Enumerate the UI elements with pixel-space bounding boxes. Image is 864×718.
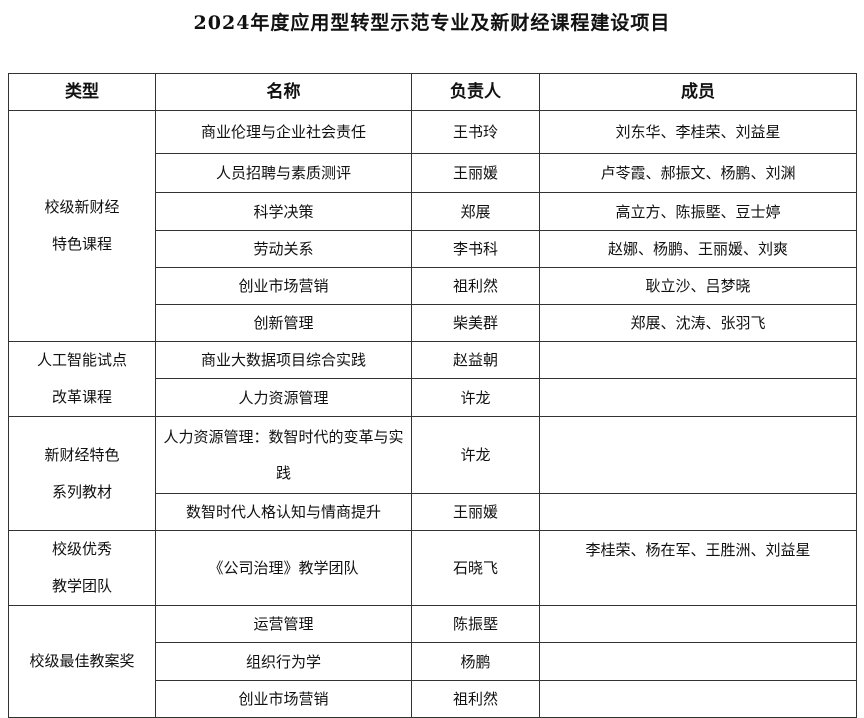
type-label: 人工智能试点: [36, 351, 127, 369]
table-row: 创新管理 柴美群 郑展、沈涛、张羽飞: [9, 304, 857, 342]
type-label: 新财经特色: [44, 445, 120, 464]
type-label: 系列教材: [51, 482, 112, 501]
lead-cell: 石晓飞: [411, 530, 540, 606]
name-cell: 创业市场营销: [155, 267, 412, 305]
members-cell: 卢苓霞、郝振文、杨鹏、刘渊: [539, 153, 857, 193]
header-type: 类型: [8, 73, 156, 111]
name-cell: 《公司治理》教学团队: [155, 530, 412, 606]
header-members: 成员: [539, 73, 857, 111]
name-cell: 劳动关系: [155, 230, 412, 268]
table-row: 劳动关系 李书科 赵娜、杨鹏、王丽媛、刘爽: [9, 230, 857, 268]
members-cell: 李桂荣、杨在军、王胜洲、刘益星: [539, 530, 857, 606]
name-cell: 商业大数据项目综合实践: [155, 341, 412, 379]
members-cell: [539, 642, 857, 681]
name-cell: 创新管理: [155, 304, 412, 342]
lead-cell: 赵益朝: [411, 341, 540, 379]
type-label: 改革课程: [51, 388, 112, 406]
type-cell: 校级最佳教案奖: [8, 605, 156, 718]
name-cell: 运营管理: [155, 605, 412, 643]
members-cell: [539, 416, 857, 494]
projects-table: 类型 名称 负责人 成员 校级新财经 特色课程 商业伦理与企业社会责任 王书玲 刘东华、…: [8, 73, 857, 718]
members-cell: [539, 680, 857, 718]
header-row: 类型 名称 负责人 成员: [8, 73, 857, 111]
lead-cell: 郑展: [411, 192, 540, 231]
type-label: 特色课程: [51, 235, 112, 253]
header-name: 名称: [155, 73, 412, 111]
table-row: 校级优秀 教学团队 《公司治理》教学团队 石晓飞 李桂荣、杨在军、王胜洲、刘益星: [8, 530, 857, 606]
type-cell: 校级优秀 教学团队: [8, 530, 156, 606]
table-row: 人力资源管理 许龙: [9, 378, 857, 417]
name-cell: 人力资源管理：数智时代的变革与实践: [155, 416, 412, 494]
table-row: 校级最佳教案奖 运营管理 陈振塈: [8, 605, 857, 718]
type-label: 校级优秀: [51, 540, 112, 558]
lead-cell: 王丽媛: [411, 493, 540, 531]
name-cell: 数智时代人格认知与情商提升: [155, 493, 412, 531]
name-cell: 科学决策: [155, 192, 412, 231]
members-cell: [539, 605, 857, 643]
lead-cell: 祖利然: [411, 680, 540, 718]
lead-cell: 柴美群: [411, 304, 540, 342]
page-title: 2024年度应用型转型示范专业及新财经课程建设项目: [193, 12, 671, 34]
lead-cell: 李书科: [411, 230, 540, 268]
name-cell: 创业市场营销: [155, 680, 412, 718]
type-cell: 校级新财经 特色课程: [8, 110, 156, 342]
type-cell: 人工智能试点 改革课程: [8, 341, 156, 417]
members-cell: 高立方、陈振塈、豆士婷: [539, 192, 857, 231]
type-label: 校级新财经: [44, 198, 120, 216]
members-cell: 刘东华、李桂荣、刘益星: [539, 110, 857, 154]
table-row: 创业市场营销 祖利然: [9, 680, 857, 718]
name-cell: 人力资源管理: [155, 378, 412, 417]
lead-cell: 杨鹏: [411, 642, 540, 681]
name-cell: 商业伦理与企业社会责任: [155, 110, 412, 154]
header-lead: 负责人: [411, 73, 540, 111]
table-row: 校级新财经 特色课程 商业伦理与企业社会责任 王书玲 刘东华、李桂荣、刘益星: [8, 110, 857, 342]
name-cell: 组织行为学: [155, 642, 412, 681]
members-cell: 耿立沙、吕梦晓: [539, 267, 857, 305]
lead-cell: 许龙: [411, 378, 540, 417]
table-row: 科学决策 郑展 高立方、陈振塈、豆士婷: [9, 192, 857, 231]
lead-cell: 陈振塈: [411, 605, 540, 643]
name-cell: 人员招聘与素质测评: [155, 153, 412, 193]
members-cell: [539, 378, 857, 417]
lead-cell: 王丽媛: [411, 153, 540, 193]
lead-cell: 许龙: [411, 416, 540, 494]
table-row: 创业市场营销 祖利然 耿立沙、吕梦晓: [9, 267, 857, 305]
table-row: 人员招聘与素质测评 王丽媛 卢苓霞、郝振文、杨鹏、刘渊: [9, 153, 857, 193]
table-row: 人工智能试点 改革课程 商业大数据项目综合实践 赵益朝: [8, 341, 857, 417]
members-cell: [539, 493, 857, 531]
members-cell: 郑展、沈涛、张羽飞: [539, 304, 857, 342]
type-label: 教学团队: [51, 577, 112, 595]
lead-cell: 王书玲: [411, 110, 540, 154]
members-cell: [539, 341, 857, 379]
type-cell: 新财经特色 系列教材: [8, 416, 156, 531]
table-row: 新财经特色 系列教材 人力资源管理：数智时代的变革与实践 许龙: [8, 416, 857, 531]
type-label: 校级最佳教案奖: [29, 652, 135, 670]
members-cell: 赵娜、杨鹏、王丽媛、刘爽: [539, 230, 857, 268]
lead-cell: 祖利然: [411, 267, 540, 305]
